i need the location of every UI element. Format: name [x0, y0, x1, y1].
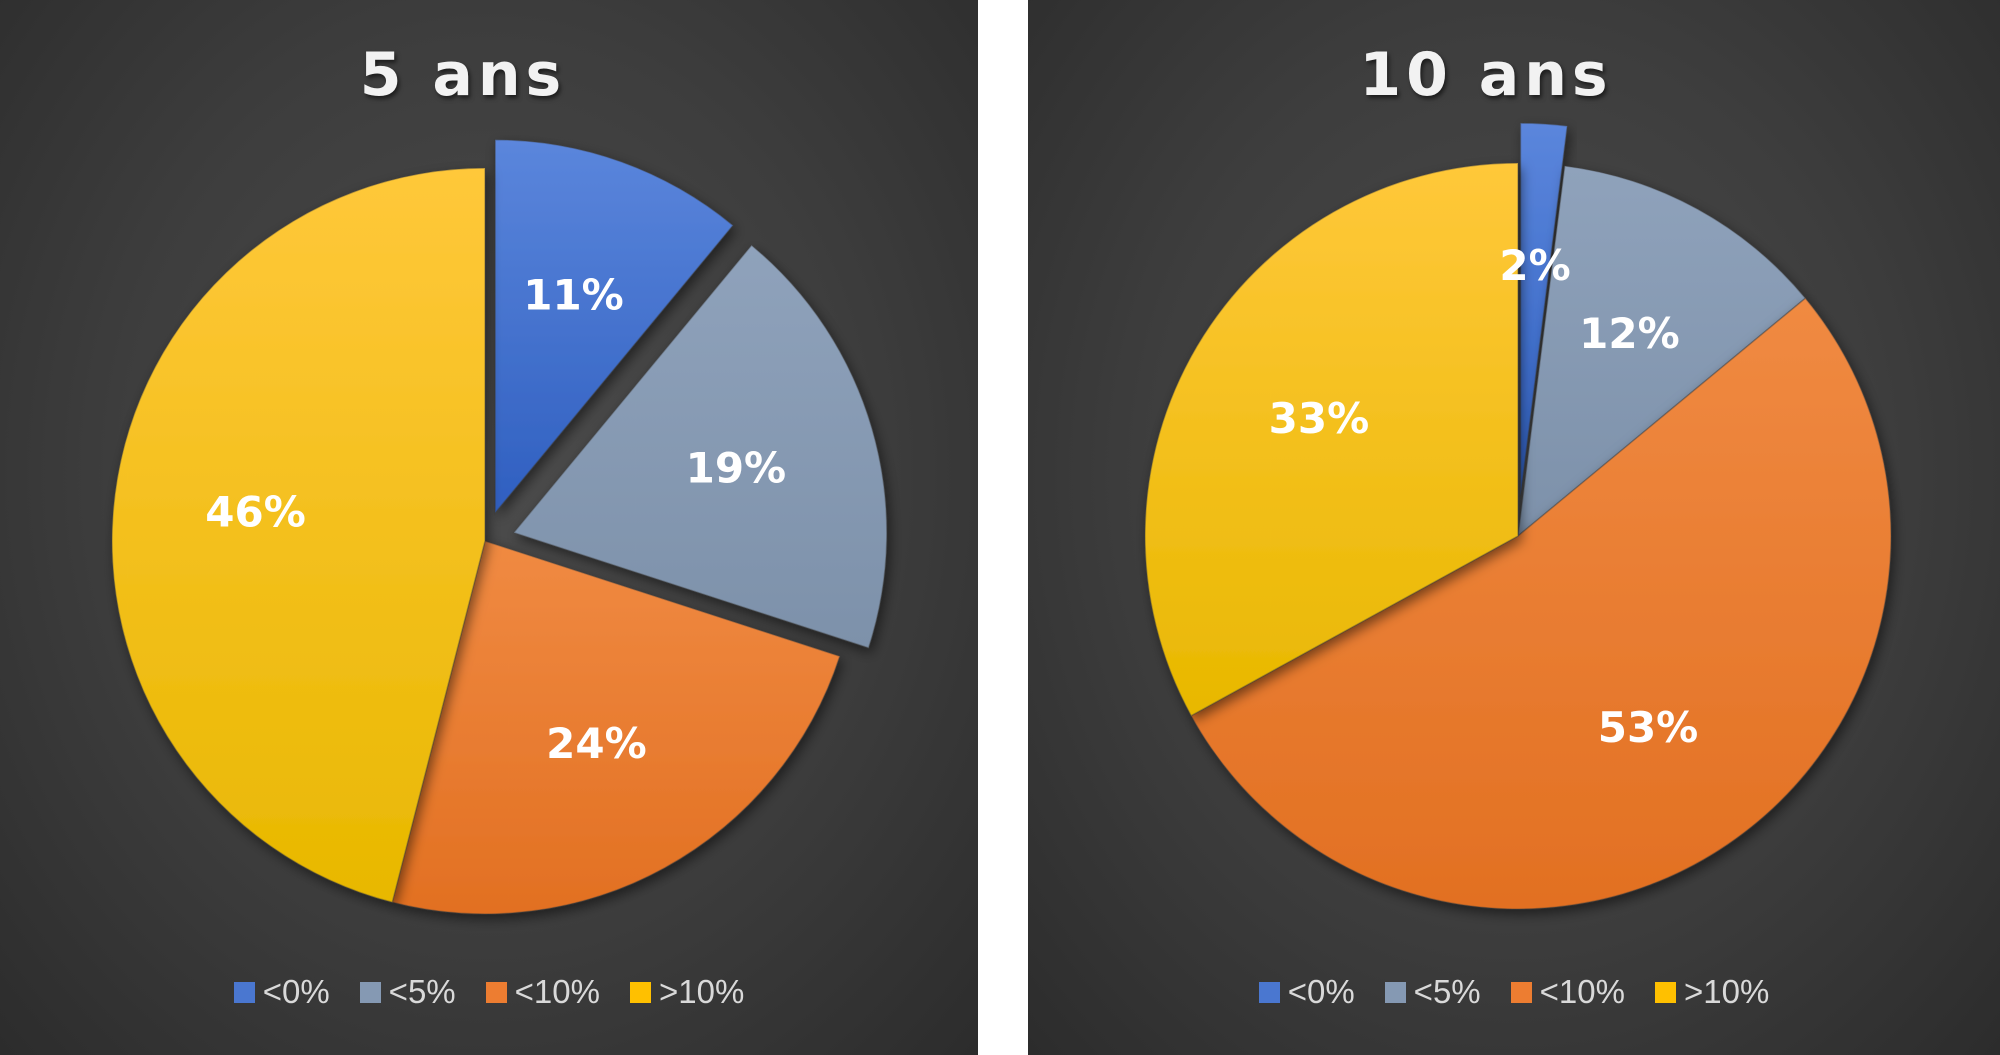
legend-swatch: [629, 981, 651, 1003]
pie-slice-lt5pct: [512, 244, 888, 649]
chart-title: 10 ans: [1359, 40, 1613, 110]
legend-swatch: [1654, 981, 1676, 1003]
legend-item: <10%: [1510, 973, 1625, 1011]
legend-swatch: [233, 981, 255, 1003]
legend-swatch: [485, 981, 507, 1003]
chart-title: 5 ans: [359, 40, 567, 110]
legend-swatch: [1510, 981, 1532, 1003]
pie-chart: 2%12% 53% 33%: [1144, 122, 1892, 910]
legend-label: >10%: [1683, 973, 1770, 1010]
legend-swatch: [1384, 981, 1406, 1003]
data-label: 11%: [523, 271, 624, 320]
data-label: 33%: [1269, 394, 1370, 443]
chart-legend: <0% <5% <10% >10%: [0, 973, 978, 1011]
data-label: 12%: [1579, 309, 1680, 358]
pie-slice-lt10pct: [1190, 297, 1892, 910]
data-label: 24%: [546, 719, 647, 768]
pie-chart: 11% 19% 24% 46%: [111, 139, 888, 915]
legend-label: <0%: [1287, 973, 1355, 1010]
pie-slice-lt10pct: [391, 540, 841, 915]
legend-label: >10%: [658, 973, 745, 1010]
chart-legend: <0% <5% <10% >10%: [1028, 973, 2000, 1011]
pie-slice-gt10pct: [111, 167, 486, 904]
legend-item: <0%: [233, 973, 330, 1011]
data-label: 53%: [1598, 703, 1699, 752]
legend-label: <5%: [388, 973, 456, 1010]
legend-label: <0%: [262, 973, 330, 1010]
data-label: 2%: [1499, 241, 1570, 290]
chart-panel-5-ans: 5 ans 11% 19% 24% 46% <0% <5% <10% >10%: [0, 0, 978, 1055]
legend-swatch: [359, 981, 381, 1003]
legend-item: >10%: [629, 973, 745, 1011]
legend-item: <5%: [1384, 973, 1481, 1011]
legend-label: <10%: [514, 973, 600, 1010]
legend-swatch: [1258, 981, 1280, 1003]
legend-item: >10%: [1654, 973, 1770, 1011]
legend-item: <0%: [1258, 973, 1355, 1011]
legend-item: <10%: [485, 973, 600, 1011]
data-label: 19%: [686, 444, 787, 493]
chart-panel-10-ans: 10 ans 2% 12% 53% 33% <0% <5% <10% >10%: [1028, 0, 2000, 1055]
data-label: 46%: [205, 488, 306, 537]
legend-label: <5%: [1413, 973, 1481, 1010]
legend-label: <10%: [1539, 973, 1625, 1010]
pie-slice-lt0pct: [494, 139, 734, 515]
pie-slice-gt10pct: [1144, 162, 1519, 717]
pie-slice-lt0pct: [1519, 122, 1569, 497]
pie-slice-lt5pct: [1517, 165, 1807, 538]
legend-item: <5%: [359, 973, 456, 1011]
